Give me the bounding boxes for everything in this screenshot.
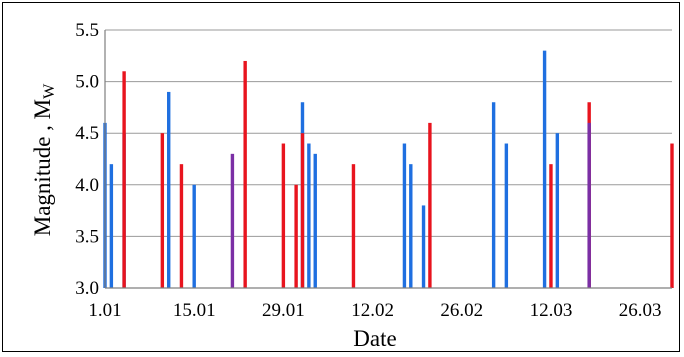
chart-frame (2, 2, 680, 352)
bar-blue (409, 164, 413, 288)
bar-purple (587, 122, 591, 288)
bar-blue (313, 153, 317, 288)
bar-blue (167, 91, 171, 288)
x-tick-label: 1.01 (88, 300, 121, 321)
bar-purple (230, 153, 235, 288)
bar-blue (555, 133, 560, 288)
y-axis-title: Magnitude , MW (30, 83, 58, 236)
x-tick-label: 12.02 (351, 300, 394, 321)
x-tick-label: 15.01 (173, 300, 216, 321)
bar-red (428, 122, 432, 288)
label-layer: Date Magnitude , MW (30, 83, 397, 351)
bar-red (122, 71, 126, 288)
y-tick-label: 3.5 (75, 226, 99, 247)
bar-blue (504, 143, 509, 288)
bar-blue (542, 50, 547, 288)
bar-blue (491, 102, 496, 289)
bar-layer (103, 50, 674, 289)
bar-red (281, 143, 286, 288)
axis-layer: 3.0 3.5 4.0 4.5 5.0 5.5 1.01 15.01 29.01 12.02 26.… (75, 20, 672, 321)
bar-blue (192, 184, 196, 288)
bar-red (300, 133, 305, 288)
bar-red (179, 164, 184, 288)
bar-blue (421, 205, 426, 288)
y-tick-label: 5.5 (75, 20, 99, 41)
bar-red (160, 133, 165, 288)
grid-layer (105, 29, 672, 237)
bar-red (243, 60, 247, 289)
x-tick-label: 26.02 (440, 300, 483, 321)
bar-red (294, 184, 298, 288)
x-axis-title: Date (353, 326, 396, 351)
bar-blue (402, 143, 407, 288)
y-axis-title-subscript: W (41, 83, 58, 99)
x-tick-label: 29.01 (262, 300, 305, 321)
x-tick-label: 26.03 (619, 300, 662, 321)
bar-red (670, 143, 674, 288)
x-tick-label: 12.03 (530, 300, 573, 321)
bar-red (351, 164, 356, 288)
y-tick-label: 5.0 (75, 72, 99, 93)
bar-red (549, 164, 553, 288)
y-tick-label: 3.0 (75, 278, 99, 299)
bar-blue (307, 143, 311, 288)
y-tick-label: 4.0 (75, 175, 99, 196)
y-tick-label: 4.5 (75, 123, 99, 144)
bar-blue (109, 164, 114, 288)
y-axis-title-main: Magnitude , M (30, 99, 55, 236)
